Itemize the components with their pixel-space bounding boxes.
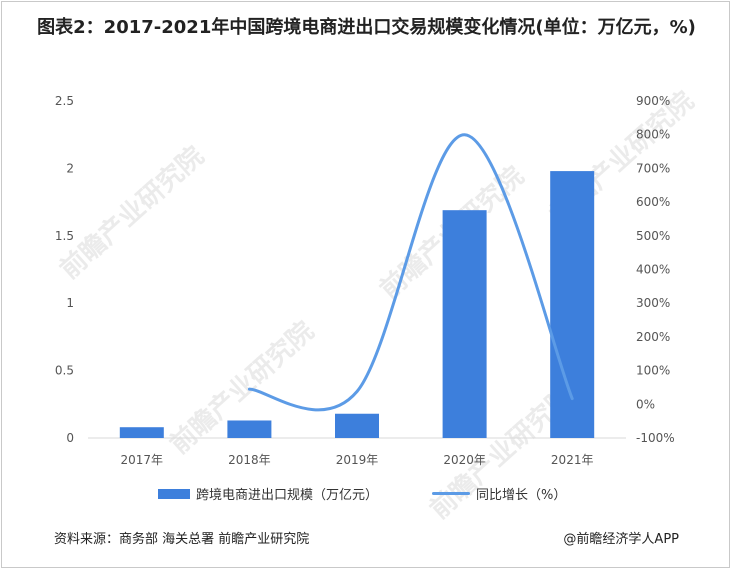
y-right-tick-label: -100%	[636, 431, 675, 445]
bar-2020年	[442, 210, 487, 438]
footer: 资料来源：商务部 海关总署 前瞻产业研究院 @前瞻经济学人APP	[54, 528, 679, 548]
y-left-tick-label: 1	[66, 296, 74, 310]
y-right-tick-label: 300%	[636, 296, 670, 310]
bar-2018年	[227, 420, 272, 438]
brand-credit: @前瞻经济学人APP	[563, 532, 679, 547]
x-tick-label: 2019年	[336, 453, 379, 467]
watermark-text: 前瞻产业研究院	[54, 140, 210, 285]
y-right-tick-label: 900%	[636, 94, 670, 108]
legend-item-line: 同比增长（%）	[432, 484, 566, 503]
legend-bar-swatch	[158, 488, 190, 499]
bar-2017年	[119, 427, 164, 438]
legend-bar-label: 跨境电商进出口规模（万亿元）	[196, 488, 379, 503]
x-tick-label: 2018年	[228, 453, 271, 467]
tick-labels: 0 0.5 1 1.5 2 2.5 -100% 0% 100% 200% 300% 400% 500% 6…	[55, 94, 675, 467]
y-left-tick-label: 1.5	[55, 229, 74, 243]
y-right-tick-label: 500%	[636, 229, 670, 243]
y-left-tick-label: 0	[66, 431, 74, 445]
x-tick-label: 2017年	[121, 453, 164, 467]
y-right-tick-label: 800%	[636, 128, 670, 142]
line-series	[247, 133, 574, 412]
y-right-tick-label: 700%	[636, 161, 670, 175]
y-left-tick-label: 0.5	[55, 364, 74, 378]
bar-series	[119, 171, 595, 438]
x-tick-label: 2020年	[443, 453, 486, 467]
bar-2021年	[550, 171, 595, 438]
y-right-tick-label: 100%	[636, 364, 670, 378]
y-right-tick-label: 200%	[636, 330, 670, 344]
y-left-tick-label: 2.5	[55, 94, 74, 108]
y-right-tick-label: 400%	[636, 263, 670, 277]
y-right-tick-label: 600%	[636, 195, 670, 209]
legend-line-label: 同比增长（%）	[476, 488, 567, 503]
bar-2019年	[335, 413, 379, 438]
chart-title: 图表2：2017-2021年中国跨境电商进出口交易规模变化情况(单位：万亿元，%…	[37, 17, 696, 38]
y-left-tick-label: 2	[66, 161, 74, 175]
source-note: 资料来源：商务部 海关总署 前瞻产业研究院	[54, 532, 310, 547]
legend-item-bar: 跨境电商进出口规模（万亿元）	[158, 484, 378, 503]
legend-line-swatch	[432, 492, 470, 495]
growth-line	[247, 133, 574, 412]
legend: 跨境电商进出口规模（万亿元） 同比增长（%）	[0, 484, 733, 504]
x-tick-label: 2021年	[551, 453, 594, 467]
y-right-tick-label: 0%	[636, 397, 655, 411]
